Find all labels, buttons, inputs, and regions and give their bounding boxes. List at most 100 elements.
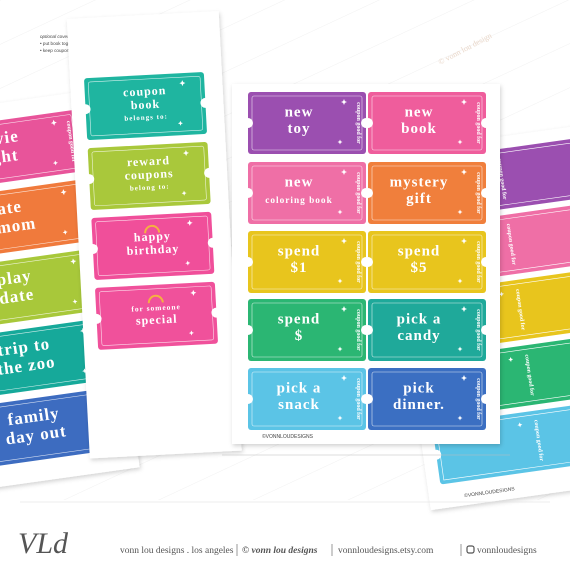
coupon-text: spend <box>398 243 441 259</box>
coupon-text: date <box>0 284 35 308</box>
notch <box>207 237 218 248</box>
star <box>50 119 57 126</box>
coupon-text: candy <box>397 328 440 344</box>
coupon-text: coloring book <box>265 196 333 206</box>
star <box>82 368 88 374</box>
notch <box>243 325 253 335</box>
notch <box>87 244 98 255</box>
coupon-body <box>368 231 486 293</box>
notch <box>481 394 491 404</box>
star <box>337 346 343 352</box>
star <box>457 139 463 145</box>
coupon-side-label: coupon good for <box>355 241 361 283</box>
notch <box>84 174 95 185</box>
coupon: spend$ coupon good for <box>243 299 371 361</box>
coupon-side-label: coupon good for <box>355 102 361 144</box>
coupon-text: night <box>0 145 20 170</box>
coupon-body <box>0 248 102 331</box>
coupon-text: new <box>405 104 434 120</box>
star <box>177 120 183 126</box>
coupon-body <box>87 142 211 210</box>
coupon-body <box>368 162 486 224</box>
coupon-text: play <box>0 266 33 290</box>
notch <box>243 257 253 267</box>
star <box>461 238 467 244</box>
star <box>52 160 58 166</box>
notch <box>243 118 253 128</box>
coupon-text: gift <box>406 191 432 207</box>
coupon-body <box>84 72 207 141</box>
notch <box>363 118 373 128</box>
coupon-text: snack <box>278 397 320 413</box>
coupon: spend$5 coupon good for <box>363 231 491 293</box>
star <box>457 278 463 284</box>
star <box>186 219 193 226</box>
star <box>70 258 77 265</box>
coupon-side-label: coupon good for <box>475 172 481 214</box>
star <box>508 357 514 362</box>
star <box>337 415 343 421</box>
coupon-side-label: coupon good for <box>65 121 77 163</box>
notch <box>363 394 373 404</box>
notch <box>481 118 491 128</box>
notch <box>481 188 491 198</box>
coupon-text: new <box>285 174 314 190</box>
rainbow-icon <box>144 224 161 234</box>
coupon-side-label: coupon good for <box>355 378 361 420</box>
star <box>517 422 523 428</box>
notch <box>80 104 91 115</box>
coupon-side-label: coupon good for <box>475 241 481 283</box>
star <box>337 278 343 284</box>
star <box>190 289 197 296</box>
coupon-side-label: coupon good for <box>496 158 508 200</box>
coupon-text: spend <box>278 311 321 327</box>
star <box>341 169 347 175</box>
star <box>60 189 67 196</box>
coupon-text: for someone <box>131 302 181 314</box>
star <box>461 99 467 105</box>
coupon-body <box>0 179 93 262</box>
coupon-text: coupons <box>124 166 174 183</box>
coupon-body <box>248 162 366 224</box>
star <box>337 139 343 145</box>
notch <box>481 257 491 267</box>
coupon-text: book <box>401 121 437 137</box>
coupon-text: spend <box>278 243 321 259</box>
notch <box>363 257 373 267</box>
coupon-subtext: belong to: <box>130 183 170 193</box>
notch <box>91 313 102 324</box>
coupon-text: coupon <box>123 83 167 99</box>
coupon-text: birthday <box>126 241 179 258</box>
coupon-text: mystery <box>390 174 449 190</box>
star <box>341 238 347 244</box>
coupon-side-label: coupon good for <box>523 354 535 396</box>
coupon-text: book <box>130 97 160 113</box>
notch <box>200 97 211 108</box>
notch <box>243 394 253 404</box>
star <box>461 306 467 312</box>
coupon-text: $5 <box>411 260 428 276</box>
coupon-body <box>248 368 366 430</box>
coupon-text: pick a <box>277 380 322 396</box>
coupon-text: movie <box>0 126 20 152</box>
coupon-text: $1 <box>291 260 308 276</box>
coupon-body <box>368 368 486 430</box>
star <box>457 209 463 215</box>
star <box>183 150 190 157</box>
star <box>185 260 191 266</box>
star <box>181 190 187 196</box>
coupon-text: date <box>0 197 23 221</box>
coupon: new coloring book coupon good for <box>243 162 371 224</box>
coupon-body <box>368 92 486 154</box>
star <box>341 375 347 381</box>
